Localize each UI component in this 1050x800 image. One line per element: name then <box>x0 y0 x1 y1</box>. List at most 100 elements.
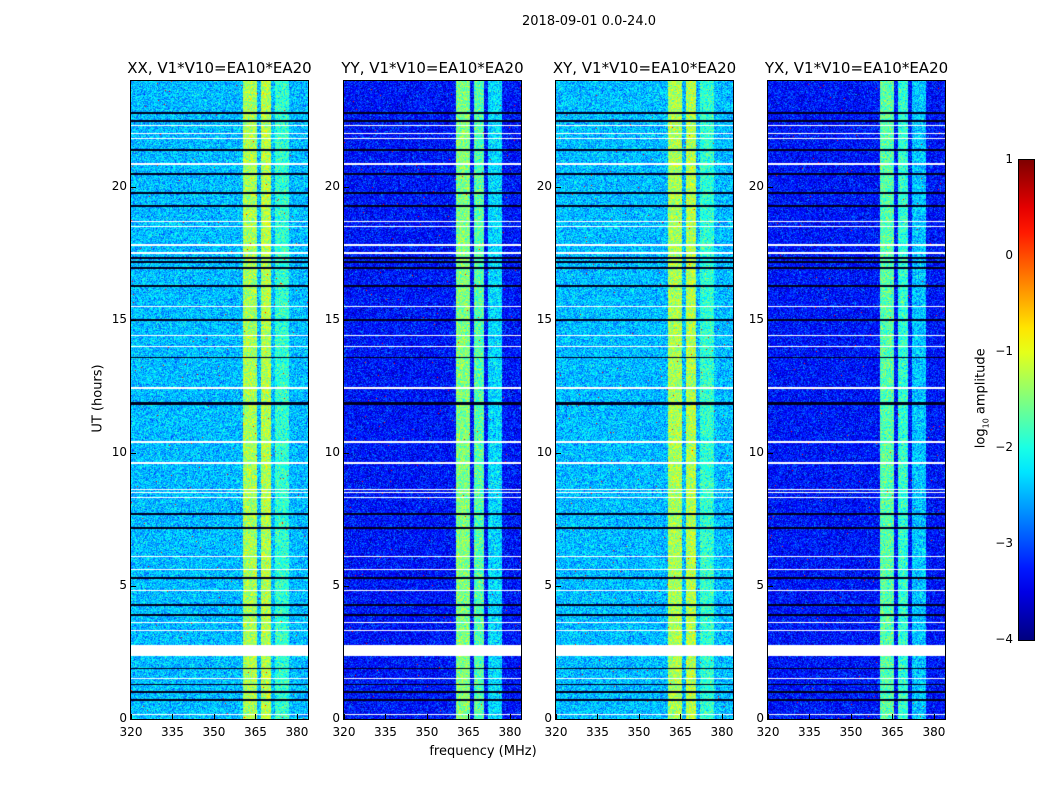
y-tick-label: 10 <box>324 445 340 460</box>
y-tick-mark <box>131 453 136 455</box>
x-tick-label: 335 <box>374 725 397 739</box>
y-tick-label: 0 <box>756 711 764 725</box>
x-tick-label: 350 <box>627 725 651 739</box>
colorbar-label-tail: amplitude <box>973 348 989 419</box>
x-tick-mark <box>172 714 174 719</box>
panel-title: YX, V1*V10=EA10*EA20 <box>764 59 949 77</box>
heatmap-panel <box>130 80 309 720</box>
x-tick-mark <box>721 714 723 719</box>
x-tick-mark <box>509 714 511 719</box>
x-tick-mark <box>213 714 215 719</box>
colorbar <box>1018 159 1035 641</box>
y-tick-label: 20 <box>748 179 764 194</box>
x-tick-label: 380 <box>710 725 734 739</box>
figure-title: 2018-09-01 0.0-24.0 <box>522 14 656 29</box>
x-tick-mark <box>296 714 298 719</box>
y-tick-label: 5 <box>544 578 552 593</box>
y-tick-mark <box>768 586 773 588</box>
y-tick-mark <box>556 719 561 720</box>
x-tick-mark <box>768 714 769 719</box>
x-tick-label: 320 <box>756 725 780 739</box>
y-tick-mark <box>556 453 561 455</box>
y-tick-label: 15 <box>324 312 340 327</box>
x-tick-mark <box>131 714 132 719</box>
y-tick-mark <box>344 320 349 322</box>
y-tick-mark <box>344 187 349 189</box>
x-tick-label: 320 <box>544 725 568 739</box>
x-tick-mark <box>680 714 682 719</box>
colorbar-tick-label: −1 <box>995 344 1013 358</box>
y-tick-label: 0 <box>544 711 552 725</box>
y-tick-mark <box>768 187 773 189</box>
y-tick-label: 10 <box>748 445 764 460</box>
y-tick-mark <box>131 320 136 322</box>
x-tick-mark <box>933 714 935 719</box>
panel-title: YY, V1*V10=EA10*EA20 <box>341 59 524 77</box>
y-tick-mark <box>131 586 136 588</box>
colorbar-tick-label: 0 <box>1005 248 1013 262</box>
y-tick-mark <box>556 586 561 588</box>
x-tick-label: 365 <box>457 725 480 739</box>
x-tick-label: 350 <box>415 725 439 739</box>
y-tick-label: 20 <box>111 179 127 194</box>
x-tick-mark <box>892 714 894 719</box>
y-tick-label: 15 <box>536 312 552 327</box>
x-tick-label: 365 <box>881 725 904 739</box>
y-tick-label: 15 <box>111 312 127 327</box>
x-axis-label: frequency (MHz) <box>429 744 537 759</box>
x-tick-mark <box>556 714 557 719</box>
colorbar-tick-label: −4 <box>995 632 1013 646</box>
y-tick-mark <box>344 719 349 720</box>
x-tick-mark <box>344 714 345 719</box>
y-tick-label: 20 <box>324 179 340 194</box>
x-tick-label: 365 <box>669 725 692 739</box>
x-tick-label: 365 <box>244 725 267 739</box>
x-tick-mark <box>426 714 428 719</box>
y-tick-label: 10 <box>536 445 552 460</box>
y-tick-mark <box>556 320 561 322</box>
y-tick-label: 5 <box>119 578 127 593</box>
panel-title: XY, V1*V10=EA10*EA20 <box>552 59 737 77</box>
colorbar-tick-label: 1 <box>1005 152 1013 166</box>
x-tick-mark <box>597 714 599 719</box>
y-tick-mark <box>768 719 773 720</box>
y-tick-mark <box>131 719 136 720</box>
heatmap-image <box>768 81 945 719</box>
y-tick-label: 20 <box>536 179 552 194</box>
heatmap-image <box>344 81 521 719</box>
colorbar-label: log10 amplitude <box>974 328 991 468</box>
colorbar-tick-label: −3 <box>995 536 1013 550</box>
colorbar-label-sub: 10 <box>981 418 991 429</box>
x-tick-mark <box>468 714 470 719</box>
x-tick-label: 335 <box>798 725 821 739</box>
colorbar-tick-label: −2 <box>995 440 1013 454</box>
y-axis-label: UT (hours) <box>90 364 106 433</box>
x-tick-label: 350 <box>202 725 226 739</box>
x-tick-label: 380 <box>498 725 522 739</box>
heatmap-image <box>556 81 733 719</box>
x-tick-mark <box>385 714 387 719</box>
x-tick-label: 335 <box>586 725 609 739</box>
y-tick-mark <box>768 453 773 455</box>
heatmap-panel <box>555 80 734 720</box>
y-tick-label: 0 <box>119 711 127 725</box>
x-tick-label: 350 <box>839 725 863 739</box>
x-tick-mark <box>809 714 811 719</box>
y-tick-mark <box>768 320 773 322</box>
x-tick-label: 335 <box>161 725 184 739</box>
x-tick-label: 380 <box>285 725 309 739</box>
x-tick-label: 320 <box>332 725 356 739</box>
y-tick-label: 5 <box>332 578 340 593</box>
y-tick-label: 15 <box>748 312 764 327</box>
y-tick-mark <box>131 187 136 189</box>
colorbar-label-main: log <box>973 428 989 449</box>
heatmap-panel <box>767 80 946 720</box>
heatmap-panel <box>343 80 522 720</box>
x-tick-mark <box>255 714 257 719</box>
y-tick-label: 10 <box>111 445 127 460</box>
x-tick-mark <box>638 714 640 719</box>
y-tick-mark <box>344 453 349 455</box>
panel-title: XX, V1*V10=EA10*EA20 <box>127 59 312 77</box>
x-tick-label: 320 <box>119 725 143 739</box>
x-tick-mark <box>850 714 852 719</box>
